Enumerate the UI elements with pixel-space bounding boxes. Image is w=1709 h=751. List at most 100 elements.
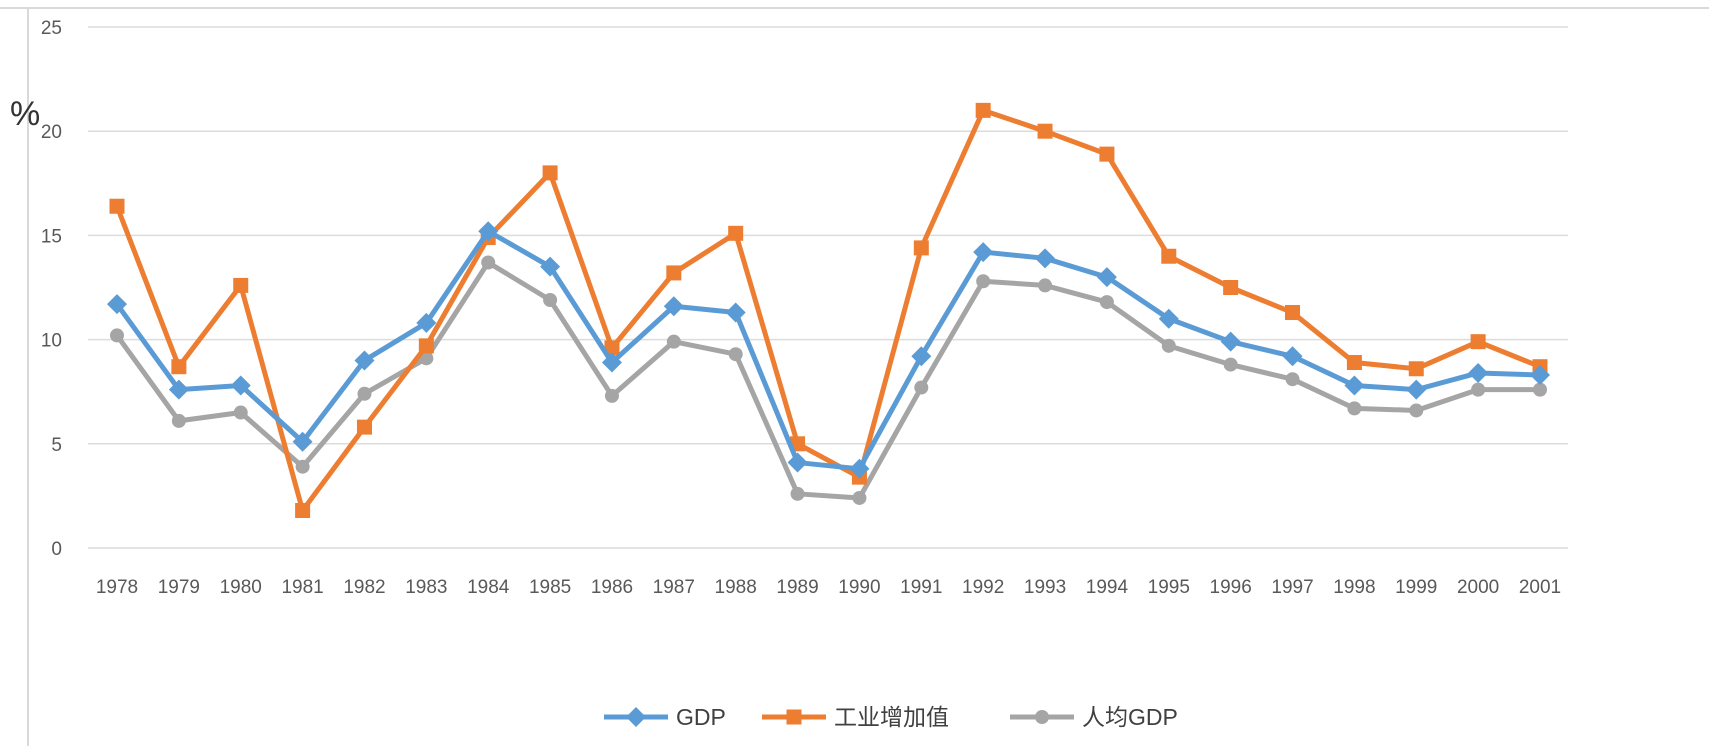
series-2	[110, 255, 1547, 505]
data-point	[230, 375, 251, 396]
data-point	[1530, 365, 1550, 386]
data-point	[604, 388, 619, 403]
y-tick-label: 10	[41, 331, 62, 352]
legend-item: 工业增加值	[762, 704, 949, 730]
data-point	[107, 294, 127, 315]
x-tick-label: 1978	[96, 577, 138, 598]
data-point	[1096, 267, 1117, 288]
data-point	[1038, 278, 1053, 293]
data-point	[1161, 248, 1177, 264]
x-tick-label: 1991	[900, 577, 942, 598]
data-point	[787, 452, 808, 473]
y-tick-label: 0	[51, 539, 62, 560]
data-point	[975, 102, 991, 118]
data-point	[1344, 375, 1365, 396]
data-point	[543, 293, 558, 308]
data-point	[171, 359, 187, 375]
x-tick-label: 1988	[715, 577, 757, 598]
data-point	[852, 490, 867, 505]
y-tick-label: 20	[41, 122, 62, 143]
legend-swatch-marker	[786, 709, 802, 725]
data-point	[976, 274, 991, 289]
series-line	[114, 107, 1543, 513]
series-0	[107, 221, 1550, 479]
data-point	[1161, 338, 1176, 353]
data-point	[914, 380, 929, 395]
data-point	[540, 256, 561, 277]
y-tick-label: 25	[41, 18, 62, 39]
series-line	[114, 228, 1543, 472]
y-axis-label: %	[10, 95, 40, 133]
data-point	[481, 255, 496, 270]
data-point	[728, 347, 743, 362]
data-point	[1346, 355, 1362, 371]
data-point	[1406, 379, 1427, 400]
data-point	[1408, 361, 1424, 377]
data-point	[913, 240, 929, 256]
series-line	[114, 259, 1543, 501]
x-tick-label: 1997	[1271, 577, 1313, 598]
data-point	[478, 221, 499, 242]
data-point	[171, 413, 186, 428]
data-point	[418, 338, 434, 354]
data-point	[1158, 308, 1179, 329]
data-point	[666, 265, 682, 281]
axes: 0 5 10 15 20 25 1978 1979 1980 1981 1982 1983 1984 19…	[0, 7, 1709, 746]
legend-label: 人均GDP	[1082, 704, 1178, 730]
x-tick-label: 1992	[962, 577, 1004, 598]
data-point	[1347, 401, 1362, 416]
data-point	[1099, 146, 1115, 162]
series-1	[109, 102, 1548, 518]
data-point	[666, 334, 681, 349]
x-tick-label: 1989	[776, 577, 818, 598]
data-point	[1099, 295, 1114, 310]
data-point	[168, 379, 189, 400]
data-point	[1533, 382, 1547, 397]
data-point	[725, 302, 746, 323]
data-point	[1409, 403, 1424, 418]
data-point	[233, 405, 248, 420]
data-point	[109, 198, 125, 214]
x-tick-label: 1995	[1148, 577, 1190, 598]
x-tick-label: 1981	[281, 577, 323, 598]
x-tick-label: 1984	[467, 577, 510, 598]
legend-label: GDP	[676, 704, 726, 730]
data-point	[604, 340, 620, 356]
data-point	[416, 312, 437, 333]
x-tick-label: 2001	[1519, 577, 1561, 598]
data-point	[663, 296, 684, 317]
legend-item: GDP	[604, 704, 726, 730]
legend-swatch-marker	[626, 707, 646, 727]
data-point	[356, 419, 372, 435]
data-point	[1285, 305, 1301, 321]
data-point	[295, 459, 310, 474]
data-point	[357, 386, 372, 401]
x-tick-label: 1998	[1333, 577, 1375, 598]
data-point	[911, 346, 932, 367]
data-point	[542, 165, 558, 181]
data-point	[1470, 334, 1486, 350]
data-point	[292, 431, 313, 452]
y-tick-label: 15	[41, 226, 62, 247]
x-tick-label: 1982	[343, 577, 385, 598]
x-tick-label: 1999	[1395, 577, 1437, 598]
data-point	[1037, 123, 1053, 139]
data-point	[1285, 372, 1300, 387]
x-tick-label: 1986	[591, 577, 633, 598]
x-tick-label: 1983	[405, 577, 447, 598]
x-tick-label: 1979	[158, 577, 200, 598]
data-point	[790, 486, 805, 501]
x-tick-label: 1994	[1086, 577, 1129, 598]
x-tick-label: 1987	[653, 577, 695, 598]
data-point	[601, 352, 622, 373]
legend: GDP 工业增加值 人均GDP	[604, 704, 1178, 730]
x-tick-label: 1993	[1024, 577, 1066, 598]
data-point	[973, 242, 994, 263]
gridlines	[88, 26, 1568, 549]
data-point	[1468, 362, 1489, 383]
data-point	[849, 458, 870, 479]
x-tick-label: 1985	[529, 577, 571, 598]
data-point	[1220, 331, 1241, 352]
